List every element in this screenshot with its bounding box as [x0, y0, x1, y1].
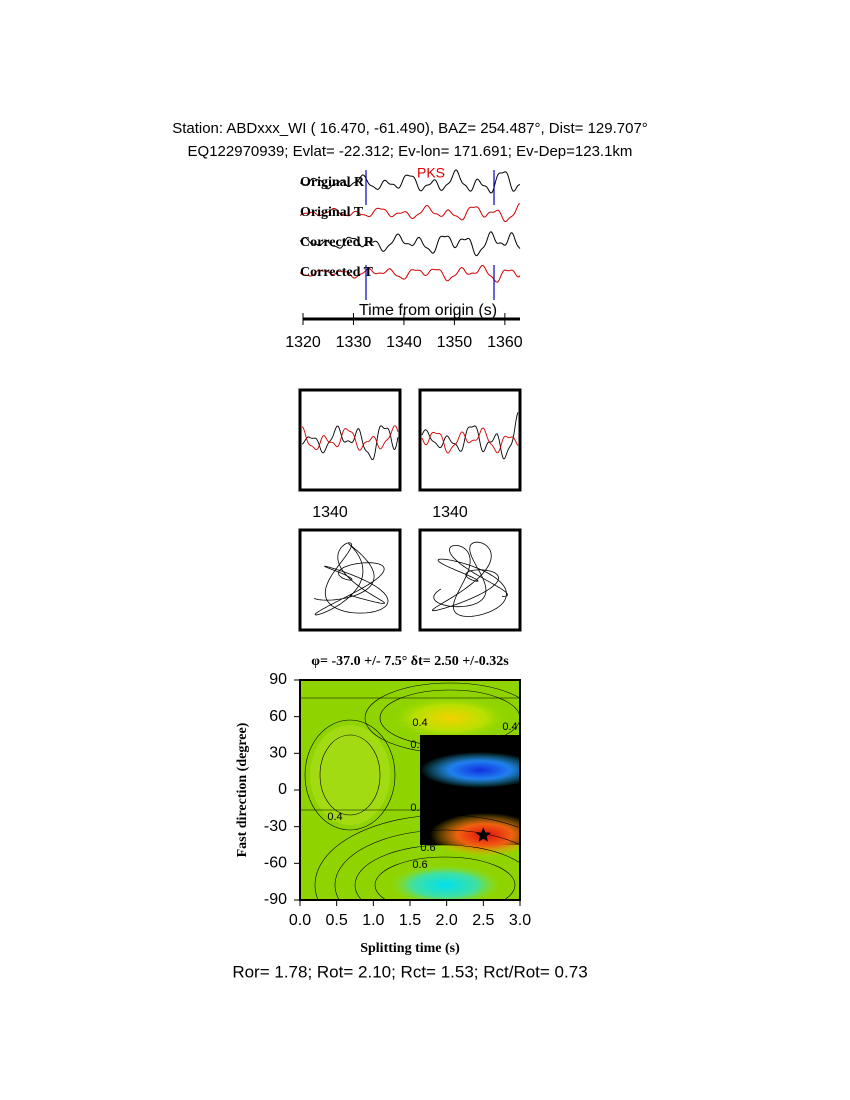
trace-label: Original R: [300, 175, 365, 190]
trace: [299, 202, 521, 222]
x-tick-label: 1340: [386, 334, 422, 351]
frames: [298, 388, 522, 632]
trace: [301, 425, 399, 461]
x-axis-label: Time from origin (s): [359, 302, 497, 319]
x-tick-label: 2.5: [472, 912, 494, 929]
x-tick-label: 1.0: [362, 912, 384, 929]
y-tick-label: 90: [269, 671, 287, 688]
trace: [299, 169, 521, 194]
result-title: φ= -37.0 +/- 7.5° δt= 2.50 +/-0.32s: [311, 654, 509, 669]
x-tick-label: 2.0: [436, 912, 458, 929]
contour-label: 0.6: [412, 859, 427, 871]
footer: Ror= 1.78; Rot= 2.10; Rct= 1.53; Rct/Rot…: [232, 962, 587, 981]
header-line: EQ122970939; Evlat= -22.312; Ev-lon= 171…: [188, 143, 633, 160]
contour-label: 0.4: [410, 739, 425, 751]
y-axis-label: Fast direction (degree): [235, 722, 250, 857]
contour-label: 0.4: [327, 811, 342, 823]
y-tick-label: 60: [269, 708, 287, 725]
x-tick-label: 3.0: [509, 912, 531, 929]
y-tick-label: -30: [264, 818, 287, 835]
trace: [299, 231, 521, 257]
best-fit-star: [475, 827, 491, 842]
window-tick-label: 1340: [432, 504, 468, 521]
particle-motion: [313, 542, 389, 616]
x-axis-label: Splitting time (s): [360, 941, 460, 956]
y-tick-label: -90: [264, 891, 287, 908]
x-tick-label: 0.0: [289, 912, 311, 929]
particle-motion: [431, 541, 508, 617]
y-tick-label: 0: [278, 781, 287, 798]
x-tick-label: 0.5: [326, 912, 348, 929]
trace: [421, 412, 519, 460]
x-tick-label: 1.5: [399, 912, 421, 929]
contour-label: 0.6: [420, 842, 435, 854]
header-line: Station: ABDxxx_WI ( 16.470, -61.490), B…: [172, 120, 648, 137]
misfit-surface: [300, 680, 520, 900]
trace: [301, 425, 399, 451]
x-tick-label: 1360: [487, 334, 523, 351]
contour-label: 0.6: [480, 739, 495, 751]
x-tick-label: 1320: [285, 334, 321, 351]
y-tick-label: 30: [269, 745, 287, 762]
trace: [299, 265, 521, 283]
trace-label: Original T: [300, 205, 364, 220]
y-tick-label: -60: [264, 855, 287, 872]
trace-label: Corrected T: [300, 265, 374, 280]
contour-label: 0.4: [412, 717, 427, 729]
x-tick-label: 1330: [336, 334, 372, 351]
window-tick-label: 1340: [312, 504, 348, 521]
trace: [421, 427, 519, 454]
x-tick-label: 1350: [437, 334, 473, 351]
trace-label: Corrected R: [300, 235, 375, 250]
contour-label: 0.4: [410, 802, 425, 814]
contour-label: 0.4: [502, 721, 517, 733]
phase-label: PKS: [417, 165, 445, 181]
